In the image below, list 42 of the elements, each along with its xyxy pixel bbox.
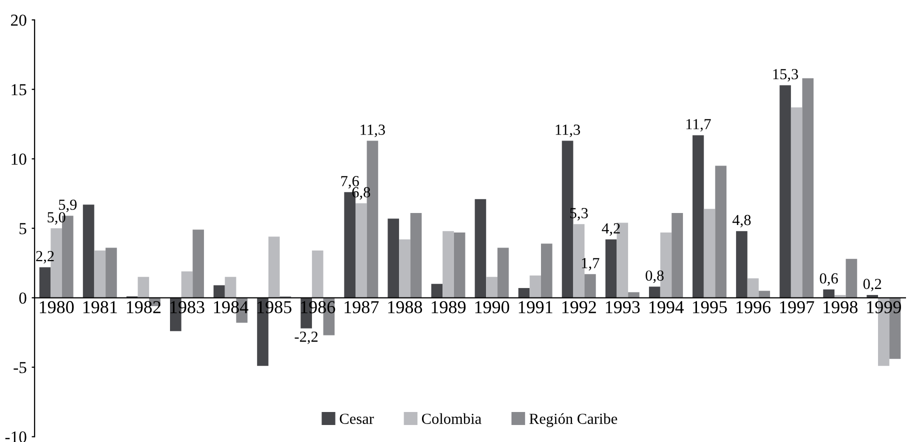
data-label: 15,3: [773, 69, 798, 82]
data-label: 5,9: [59, 200, 77, 212]
x-tick-label: 1993: [606, 301, 640, 314]
data-label: 2,2: [36, 251, 54, 264]
y-tick-label: 15: [12, 84, 26, 96]
data-label: 11,3: [556, 124, 580, 138]
x-tick-label: 1981: [83, 301, 117, 314]
y-tick-label: 10: [12, 154, 26, 165]
legend-label: Cesar: [340, 414, 374, 424]
x-tick-label: 1980: [40, 301, 74, 314]
x-tick-label: 1989: [432, 301, 466, 314]
data-label: 6,8: [352, 187, 370, 200]
data-label: 5,0: [48, 212, 66, 225]
legend-label: Colombia: [422, 413, 482, 424]
data-label: 0,2: [863, 278, 882, 292]
data-label: 11,3: [360, 124, 385, 138]
x-tick-label: 1997: [780, 301, 814, 314]
x-tick-label: 1982: [126, 301, 160, 314]
x-tick-label: 1988: [388, 301, 422, 314]
y-tick-label: 5: [20, 223, 26, 234]
data-label: 11,7: [686, 119, 711, 132]
x-tick-label: 1995: [693, 301, 727, 314]
x-tick-label: 1990: [475, 301, 510, 314]
data-label: 7,6: [341, 176, 359, 188]
data-label: 0,6: [820, 273, 838, 286]
x-tick-label: 1999: [867, 301, 901, 314]
y-tick-label: 0: [19, 292, 26, 304]
y-tick-label: -5: [14, 362, 26, 374]
x-tick-label: 1996: [736, 301, 771, 314]
legend-label: Región Caribe: [529, 413, 618, 428]
x-tick-label: 1991: [518, 301, 552, 314]
data-label: 4,2: [602, 223, 620, 236]
y-tick-label: 20: [11, 14, 26, 26]
data-label: -2,2: [294, 332, 318, 344]
data-label: 4,8: [732, 214, 751, 228]
x-tick-label: 1994: [649, 301, 684, 314]
x-tick-label: 1992: [562, 301, 596, 314]
data-label: 1,7: [582, 258, 600, 270]
x-tick-label: 1998: [824, 301, 858, 314]
data-label: 0,8: [646, 270, 664, 283]
x-tick-label: 1987: [344, 301, 379, 314]
x-tick-label: 1984: [214, 301, 248, 314]
